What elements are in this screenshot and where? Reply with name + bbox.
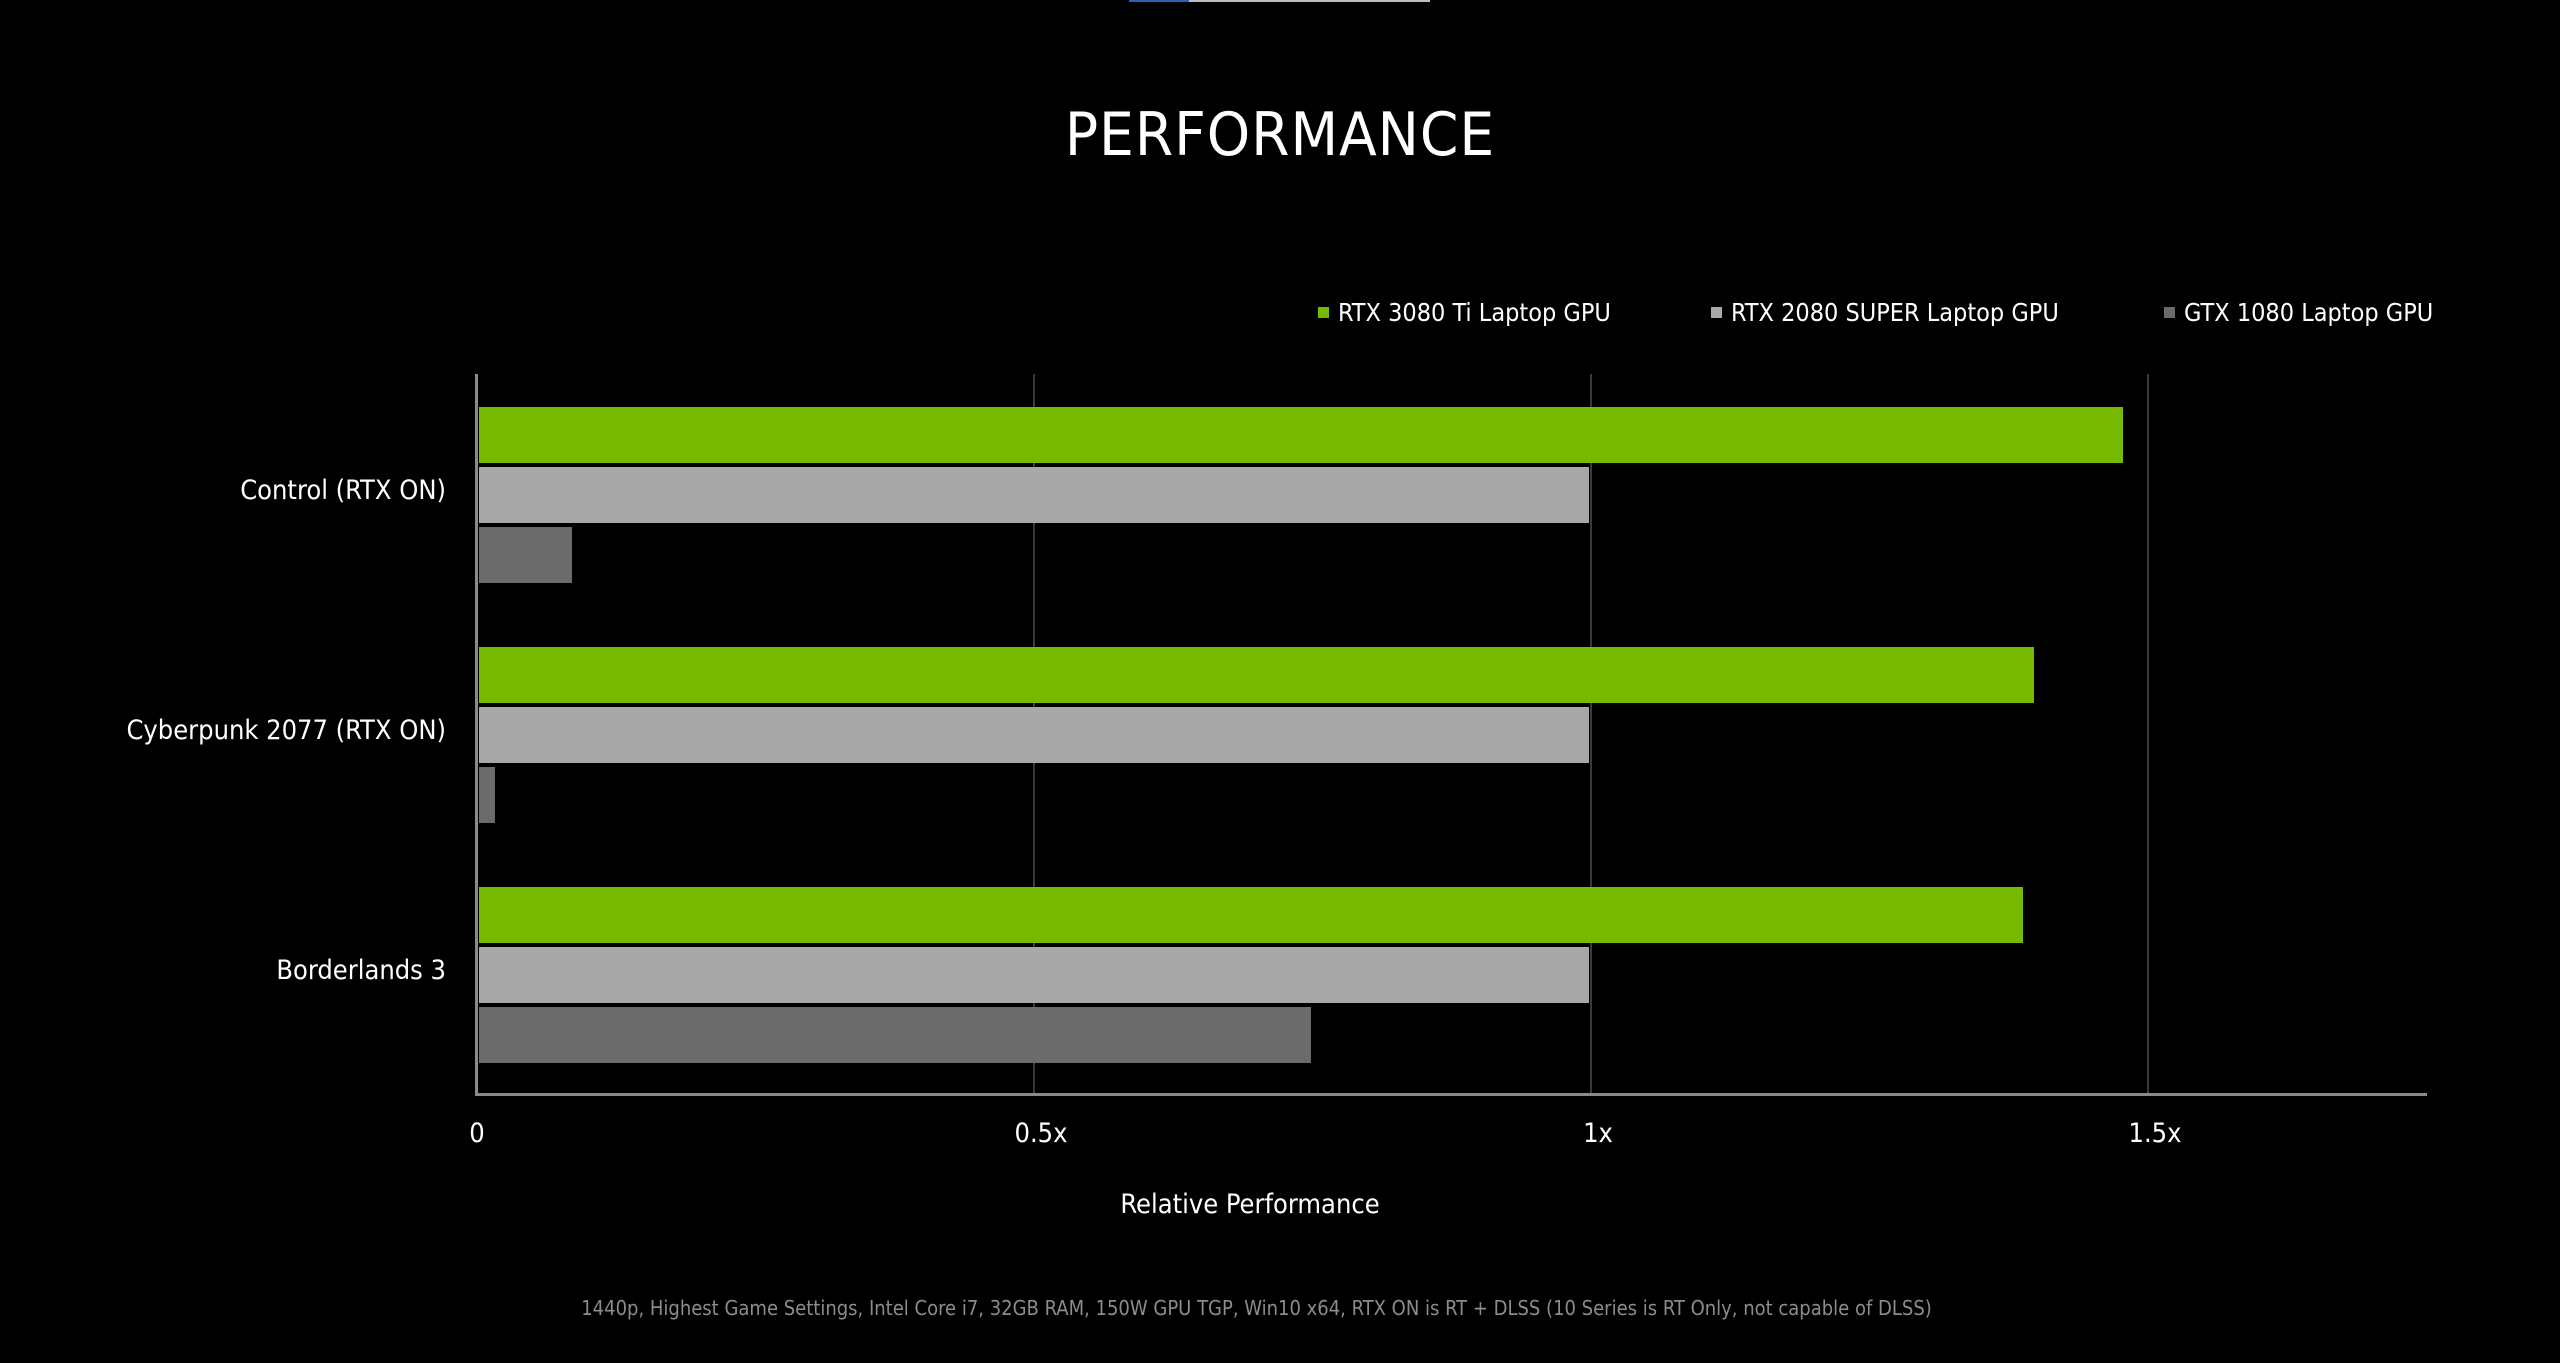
bar-control-rtx-2080-super	[479, 467, 1589, 523]
progress-active-segment	[1129, 0, 1189, 2]
bar-cyberpunk-rtx-3080-ti	[479, 647, 2034, 703]
x-tick-0: 0	[469, 1118, 485, 1149]
x-axis-title: Relative Performance	[1120, 1189, 1380, 1220]
footnote: 1440p, Highest Game Settings, Intel Core…	[581, 1296, 1932, 1320]
bar-cyberpunk-gtx-1080	[479, 767, 495, 823]
category-label-control: Control (RTX ON)	[240, 475, 446, 506]
bar-cyberpunk-rtx-2080-super	[479, 707, 1589, 763]
y-axis-line	[475, 374, 478, 1096]
legend-swatch-icon	[2164, 306, 2175, 318]
bar-borderlands-rtx-3080-ti	[479, 887, 2023, 943]
legend-label: RTX 3080 Ti Laptop GPU	[1338, 297, 1611, 327]
bar-borderlands-gtx-1080	[479, 1007, 1311, 1063]
progress-track	[1189, 0, 1430, 2]
chart-title: PERFORMANCE	[1064, 100, 1496, 170]
legend-label: GTX 1080 Laptop GPU	[2184, 297, 2434, 327]
legend-item-gtx-1080: GTX 1080 Laptop GPU	[2164, 296, 2433, 328]
x-tick-1x: 1x	[1583, 1118, 1613, 1149]
category-label-borderlands: Borderlands 3	[276, 955, 446, 986]
x-tick-1-5x: 1.5x	[2128, 1118, 2182, 1149]
legend-item-rtx-2080-super: RTX 2080 SUPER Laptop GPU	[1711, 296, 2059, 328]
legend-item-rtx-3080-ti: RTX 3080 Ti Laptop GPU	[1318, 296, 1611, 328]
category-label-cyberpunk: Cyberpunk 2077 (RTX ON)	[126, 715, 446, 746]
x-tick-0-5x: 0.5x	[1014, 1118, 1068, 1149]
bar-borderlands-rtx-2080-super	[479, 947, 1589, 1003]
legend-label: RTX 2080 SUPER Laptop GPU	[1731, 297, 2059, 327]
gridline-1-5x	[2147, 374, 2149, 1095]
legend-swatch-icon	[1318, 306, 1329, 318]
gridline-1x	[1590, 374, 1592, 1095]
x-axis-line	[475, 1093, 2427, 1096]
bar-control-rtx-3080-ti	[479, 407, 2123, 463]
legend-swatch-icon	[1711, 306, 1722, 318]
bar-control-gtx-1080	[479, 527, 572, 583]
